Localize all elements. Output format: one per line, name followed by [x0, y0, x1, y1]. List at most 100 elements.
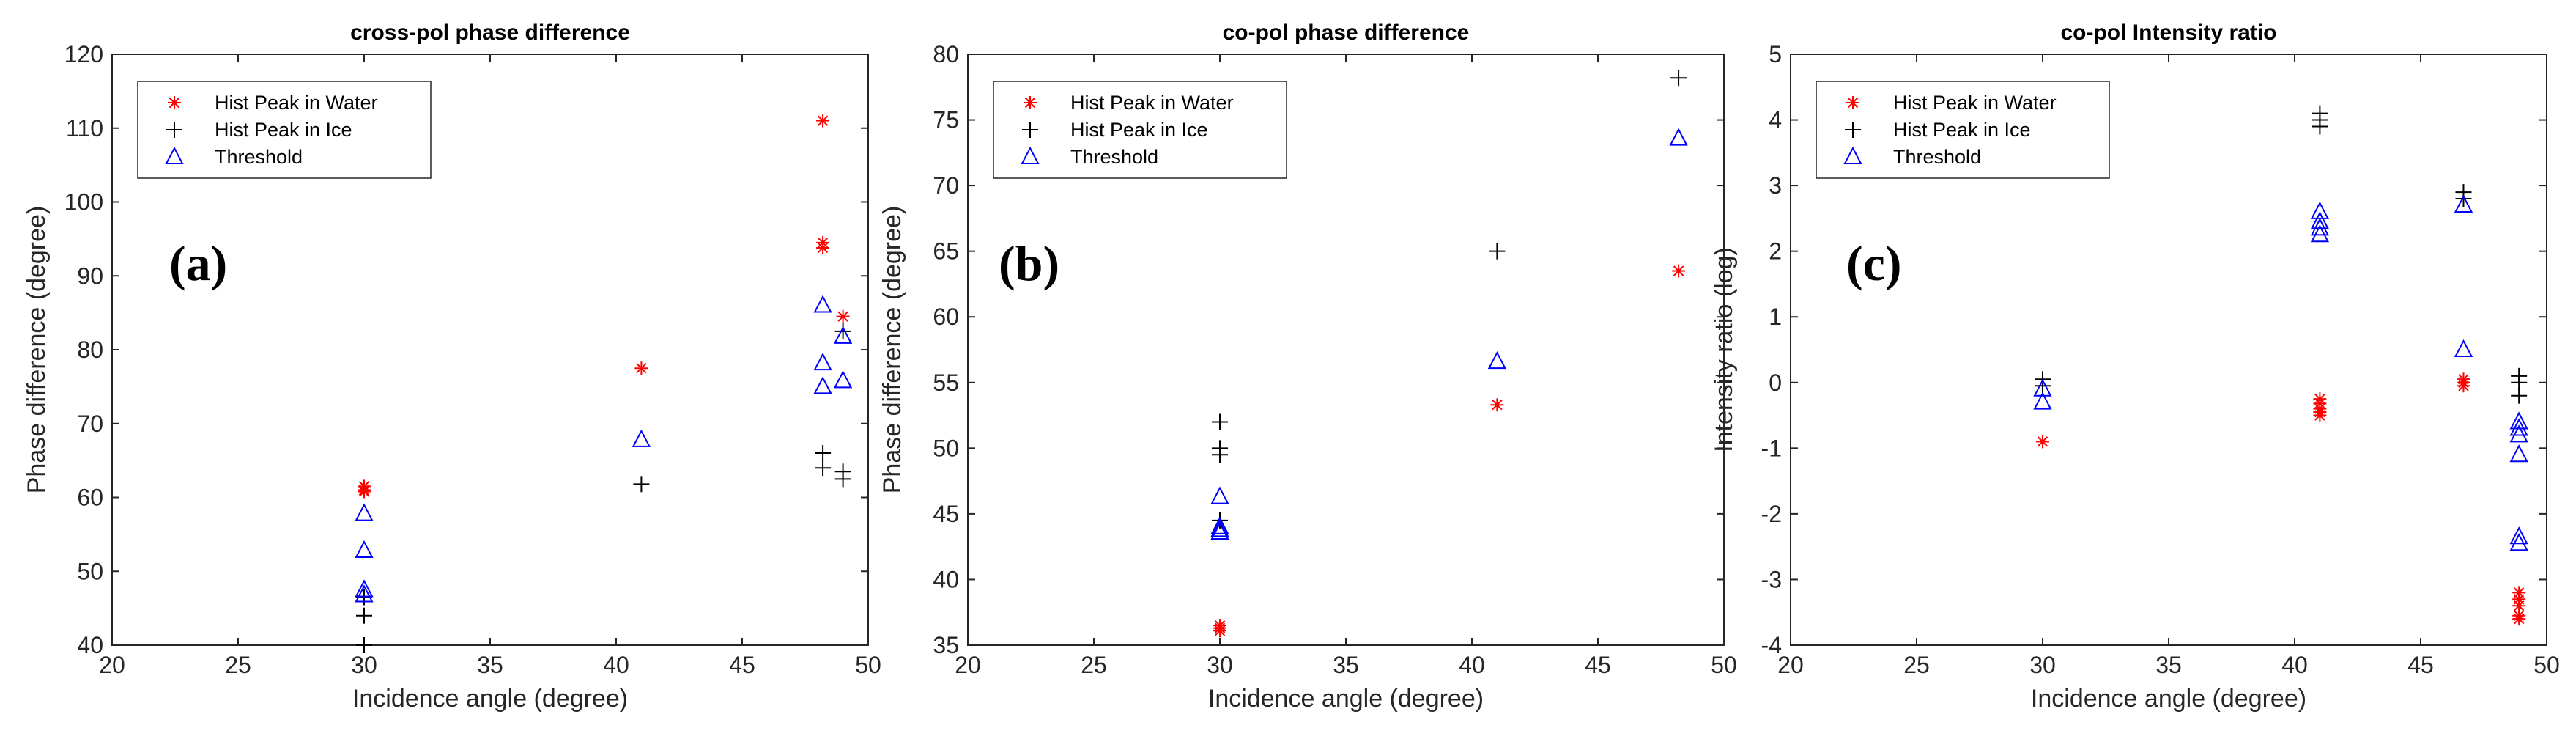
- x-tick-label: 20: [955, 652, 981, 678]
- data-point-plus: [815, 460, 832, 477]
- data-point-triangle: [2509, 526, 2528, 545]
- data-point-asterisk: [2036, 435, 2049, 449]
- panel-title: co-pol phase difference: [1223, 21, 1470, 45]
- x-tick-label: 25: [1903, 652, 1930, 678]
- y-tick-label: 50: [933, 435, 959, 461]
- data-point-plus: [2455, 191, 2472, 207]
- legend-triangle-icon: [165, 146, 184, 164]
- panel-c: co-pol Intensity ratio 20 25 30 35 40 45 50-4-…: [1710, 21, 2560, 713]
- data-point-triangle: [1669, 128, 1688, 146]
- legend-asterisk-icon: [1846, 96, 1859, 109]
- data-points: [355, 114, 853, 653]
- x-tick-label: 25: [225, 652, 251, 678]
- y-tick-label: 80: [933, 41, 959, 67]
- panel-b: co-pol phase difference 20 25 30 35 40 45 50 35…: [878, 21, 1737, 713]
- legend-label-threshold: Threshold: [215, 146, 303, 168]
- panel-label: (b): [999, 235, 1059, 291]
- legend-plus-icon: [1022, 122, 1038, 138]
- x-tick-label: 30: [2029, 652, 2056, 678]
- y-tick-label: 2: [1769, 238, 1782, 265]
- y-tick-label: 40: [77, 632, 103, 658]
- y-tick-label: 55: [933, 370, 959, 396]
- y-tick-label: 110: [66, 115, 103, 141]
- data-point-asterisk: [2512, 599, 2526, 613]
- legend-box: [137, 81, 432, 179]
- x-tick-label: 50: [855, 652, 881, 678]
- data-point-triangle: [2033, 391, 2052, 410]
- data-point-triangle: [813, 352, 832, 371]
- data-point-triangle: [355, 584, 374, 603]
- data-point-triangle: [355, 579, 374, 598]
- x-tick-label: 20: [1777, 652, 1804, 678]
- y-tick-label: 40: [933, 566, 959, 592]
- data-point-plus: [2312, 118, 2328, 135]
- data-point-triangle: [1210, 516, 1229, 534]
- data-point-triangle: [1210, 519, 1229, 537]
- legend-triangle-icon: [1021, 146, 1040, 164]
- y-tick-label: 60: [933, 304, 959, 330]
- x-tick-label: 35: [477, 652, 503, 678]
- legend-label-ice: Hist Peak in Ice: [1070, 119, 1208, 141]
- legend-triangle-icon: [1843, 146, 1862, 164]
- y-tick-label: 0: [1769, 370, 1782, 396]
- data-point-triangle: [355, 503, 374, 521]
- data-point-triangle: [2509, 424, 2528, 443]
- y-tick-label: 5: [1769, 41, 1782, 67]
- legend: Hist Peak in Water Hist Peak in Ice Thre…: [137, 81, 432, 179]
- data-point-asterisk: [2313, 408, 2327, 422]
- legend-marker-water: [168, 96, 181, 109]
- y-tick-label: 70: [933, 172, 959, 199]
- x-axis-label: Incidence angle (degree): [352, 685, 628, 713]
- y-tick-label: 1: [1769, 304, 1782, 330]
- y-tick-label: -3: [1761, 566, 1782, 592]
- legend-label-ice: Hist Peak in Ice: [215, 119, 352, 141]
- x-axis-label: Incidence angle (degree): [1208, 685, 1484, 713]
- y-tick-label: -4: [1761, 632, 1782, 658]
- x-tick-label: 45: [2407, 652, 2434, 678]
- y-tick-label: 120: [64, 41, 103, 67]
- y-axis-label: Phase difference (degree): [878, 206, 906, 494]
- legend: Hist Peak in Water Hist Peak in Ice Thre…: [1816, 81, 2110, 179]
- data-point-asterisk: [1490, 398, 1504, 412]
- data-point-asterisk: [816, 240, 830, 254]
- legend-marker-ice: [1845, 122, 1861, 138]
- data-point-plus: [834, 323, 851, 339]
- legend-plus-icon: [1845, 122, 1861, 138]
- legend-marker-threshold: [1843, 146, 1862, 164]
- data-point-plus: [2511, 387, 2528, 404]
- legend-label-water: Hist Peak in Water: [1070, 92, 1234, 114]
- legend: Hist Peak in Water Hist Peak in Ice Thre…: [993, 81, 1287, 179]
- y-tick-label: 100: [64, 189, 103, 216]
- data-point-triangle: [2310, 224, 2330, 243]
- panel-label: (c): [1846, 235, 1901, 291]
- data-point-plus: [834, 471, 851, 488]
- panel-title: co-pol Intensity ratio: [2060, 21, 2276, 45]
- data-point-triangle: [2033, 378, 2052, 397]
- y-tick-label: 35: [933, 632, 959, 658]
- y-tick-label: -2: [1761, 501, 1782, 527]
- legend-marker-water: [1846, 96, 1859, 109]
- y-tick-label: 70: [77, 411, 103, 437]
- y-tick-label: 80: [77, 337, 103, 363]
- x-tick-label: 45: [1585, 652, 1611, 678]
- data-point-asterisk: [1213, 624, 1226, 638]
- legend-marker-ice: [166, 122, 182, 138]
- data-point-triangle: [1487, 350, 1507, 370]
- y-tick-label: 4: [1769, 107, 1782, 133]
- legend-label-ice: Hist Peak in Ice: [1893, 119, 2031, 141]
- data-point-triangle: [2509, 444, 2528, 463]
- data-point-triangle: [833, 326, 853, 344]
- data-point-asterisk: [2512, 612, 2526, 626]
- data-point-triangle: [2509, 418, 2528, 436]
- x-axis-label: Incidence angle (degree): [2031, 685, 2306, 713]
- data-point-plus: [1212, 413, 1228, 430]
- legend-label-water: Hist Peak in Water: [1893, 92, 2057, 114]
- data-point-triangle: [2454, 339, 2473, 357]
- data-point-triangle: [2509, 411, 2528, 430]
- legend-plus-icon: [166, 122, 182, 138]
- y-tick-label: 75: [933, 107, 959, 133]
- data-point-triangle: [1210, 521, 1229, 540]
- x-tick-label: 50: [1711, 652, 1737, 678]
